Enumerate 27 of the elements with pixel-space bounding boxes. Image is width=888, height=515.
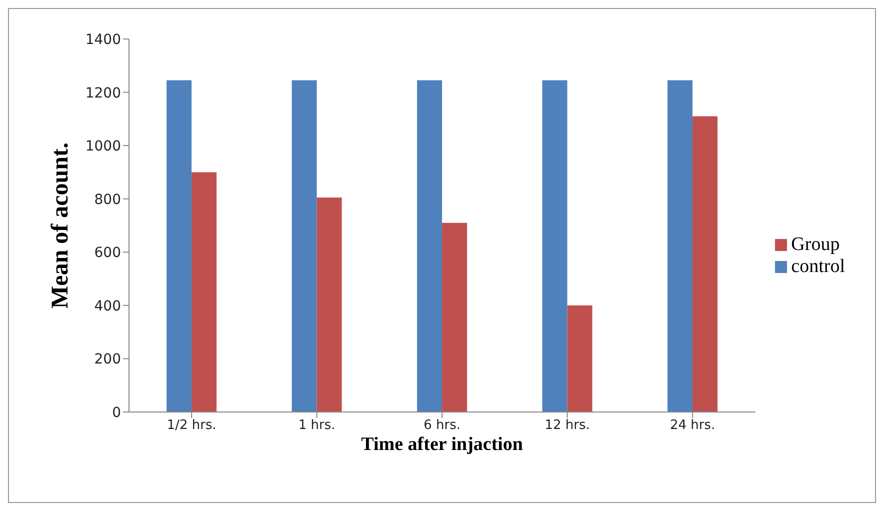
bar (542, 80, 568, 412)
bar (668, 80, 693, 412)
y-tick-label: 600 (94, 245, 121, 262)
x-tick-label: 1 hrs. (298, 418, 336, 434)
y-tick-label: 400 (94, 298, 121, 314)
y-tick-label: 0 (112, 404, 121, 421)
y-tick-label: 800 (94, 192, 121, 208)
x-axis-title: Time after injaction (361, 434, 524, 455)
bar (417, 80, 442, 412)
bar (166, 80, 192, 412)
bar (316, 198, 342, 412)
x-tick-label: 1/2 hrs. (166, 418, 216, 434)
y-tick-label: 1400 (85, 32, 121, 48)
legend-label: Group (791, 234, 840, 254)
x-tick-label: 6 hrs. (424, 418, 461, 434)
y-axis-title: Mean of acount. (48, 142, 74, 308)
bar (292, 80, 317, 412)
bar (442, 222, 468, 412)
bar (192, 172, 217, 412)
x-tick-label: 24 hrs. (670, 418, 716, 434)
y-tick-label: 1000 (85, 138, 121, 155)
bar (692, 116, 718, 412)
y-tick-label: 200 (94, 352, 121, 368)
x-tick-label: 12 hrs. (544, 418, 590, 434)
legend-label: control (791, 256, 845, 276)
y-tick-label: 1200 (85, 85, 121, 102)
bar (567, 305, 592, 412)
